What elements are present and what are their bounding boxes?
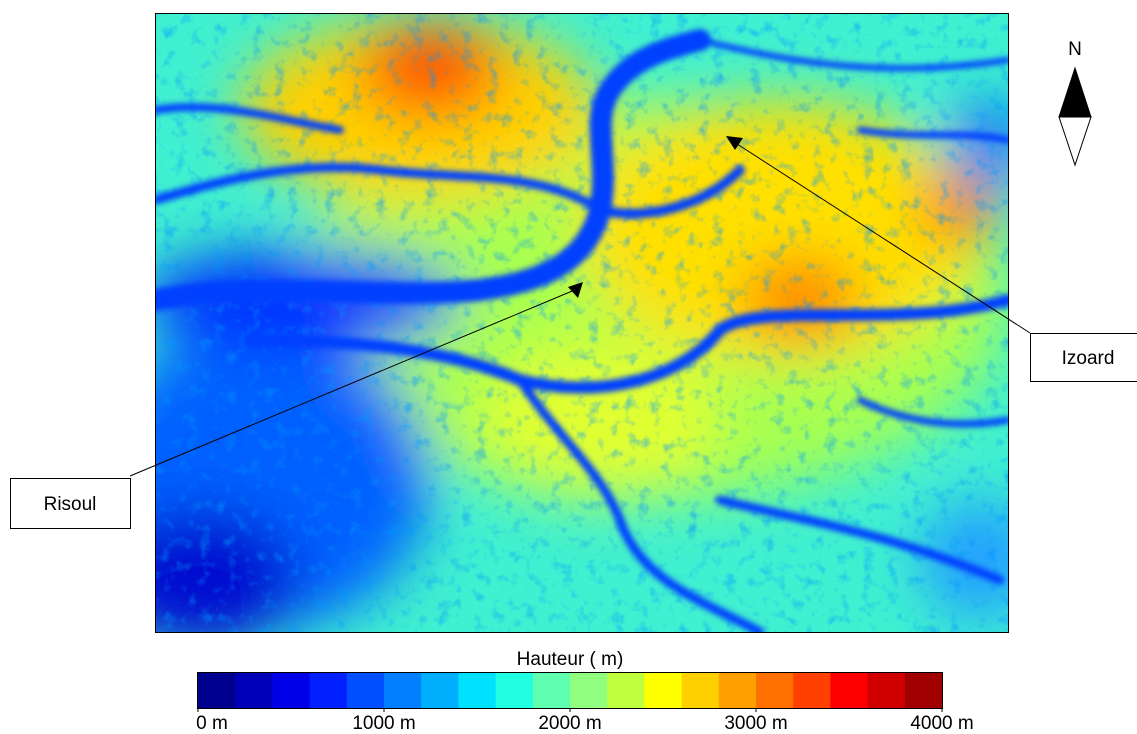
valleys <box>156 29 1008 632</box>
colorbar-segment <box>272 673 311 708</box>
colorbar-segment <box>681 673 720 708</box>
tick-label: 4000 m <box>910 713 973 734</box>
map-frame <box>155 13 1009 633</box>
north-label: N <box>1068 39 1082 60</box>
colorbar-segment <box>309 673 348 708</box>
tick-label: 1000 m <box>352 713 415 734</box>
colorbar-segment <box>532 673 571 708</box>
colorbar-segment <box>421 673 459 708</box>
colorbar-segment <box>346 673 385 708</box>
legend-title: Hauteur ( m) <box>517 649 624 670</box>
place-label: Risoul <box>44 494 97 515</box>
colorbar-segment <box>830 673 869 708</box>
north-arrow: N <box>1058 39 1092 167</box>
place-label: Izoard <box>1062 348 1115 369</box>
pointer-izoard: Izoard <box>726 136 1137 382</box>
colorbar-segment <box>198 673 236 708</box>
colorbar-segment <box>235 673 273 708</box>
colorbar-segment <box>904 673 943 708</box>
colorbar: 0 m 1000 m 2000 m 3000 m 4000 m <box>196 673 974 734</box>
colorbar-segment <box>756 673 794 708</box>
tick-label: 0 m <box>196 713 228 734</box>
colorbar-frame <box>197 672 943 709</box>
elevation-map <box>156 14 1008 632</box>
colorbar-segment <box>384 673 422 708</box>
colorbar-segment <box>458 673 497 708</box>
tick-label: 3000 m <box>724 713 787 734</box>
colorbar-segment <box>793 673 831 708</box>
colorbar-segment <box>867 673 906 708</box>
pointer-risoul: Risoul <box>10 282 583 529</box>
colorbar-segment <box>607 673 645 708</box>
colorbar-segment <box>718 673 757 708</box>
colorbar-segment <box>570 673 608 708</box>
colorbar-segment <box>644 673 683 708</box>
colorbar-segment <box>495 673 534 708</box>
tick-label: 2000 m <box>538 713 601 734</box>
